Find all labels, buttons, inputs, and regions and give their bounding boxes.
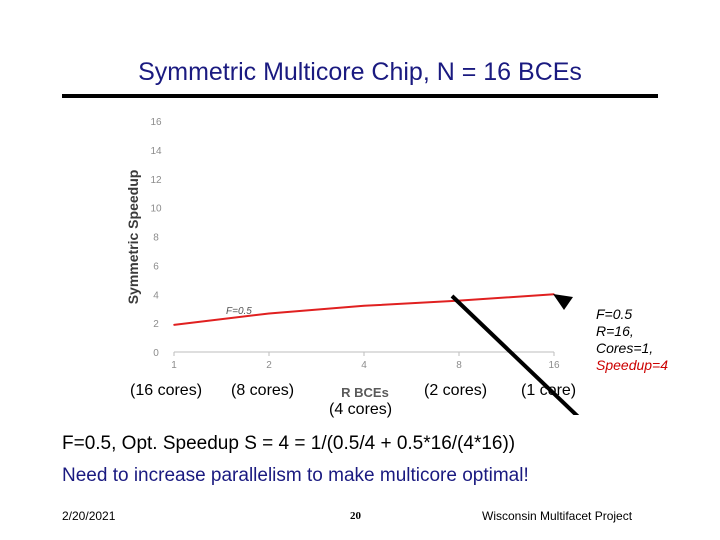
y-tick-6: 6 [153,261,159,272]
series-label: F=0.5 [226,306,252,317]
parallelism-note: Need to increase parallelism to make mul… [62,465,529,486]
cores-label-4: (4 cores) [329,401,393,418]
y-tick-10: 10 [150,204,162,215]
callout-line-r: R=16, [596,323,634,339]
y-tick-0: 0 [153,348,159,359]
callout-annotation: F=0.5 R=16, Cores=1, Speedup=4 [596,306,668,374]
cores-label-1: (1 core) [521,382,577,399]
cores-label-8: (8 cores) [231,382,295,399]
y-tick-14: 14 [150,146,162,157]
data-point-2 [268,312,270,315]
data-point-4 [363,305,365,307]
x-tick-1: 1 [171,360,177,371]
footer-organization: Wisconsin Multifacet Project [482,509,633,523]
y-tick-4: 4 [153,290,159,301]
callout-line-speedup: Speedup=4 [596,357,669,373]
callout-arrowhead [553,294,573,310]
x-tick-labels: 1 2 4 8 16 [171,352,560,371]
page-number: 20 [350,510,361,522]
speedup-equation: F=0.5, Opt. Speedup S = 4 = 1/(0.5/4 + 0… [62,433,516,454]
cores-label-2: (2 cores) [424,382,488,399]
y-tick-2: 2 [153,319,159,330]
data-point-1 [173,324,175,326]
x-tick-2: 2 [266,360,272,371]
callout-line-cores: Cores=1, [596,340,654,356]
cores-label-16: (16 cores) [130,382,203,399]
callout-line-f: F=0.5 [596,306,633,322]
slide-title: Symmetric Multicore Chip, N = 16 BCEs [138,58,582,86]
y-tick-12: 12 [150,175,162,186]
y-axis-label: Symmetric Speedup [125,170,141,305]
callout-arrow-line [450,294,580,415]
x-tick-16: 16 [548,360,560,371]
x-tick-4: 4 [361,360,367,371]
y-tick-16: 16 [150,117,162,128]
y-tick-8: 8 [153,233,159,244]
y-tick-labels: 0 2 4 6 8 10 12 14 16 [150,117,162,359]
footer-date: 2/20/2021 [62,509,116,523]
x-tick-8: 8 [456,360,462,371]
x-axis-label: R BCEs [341,385,389,400]
title-underline [62,94,658,98]
